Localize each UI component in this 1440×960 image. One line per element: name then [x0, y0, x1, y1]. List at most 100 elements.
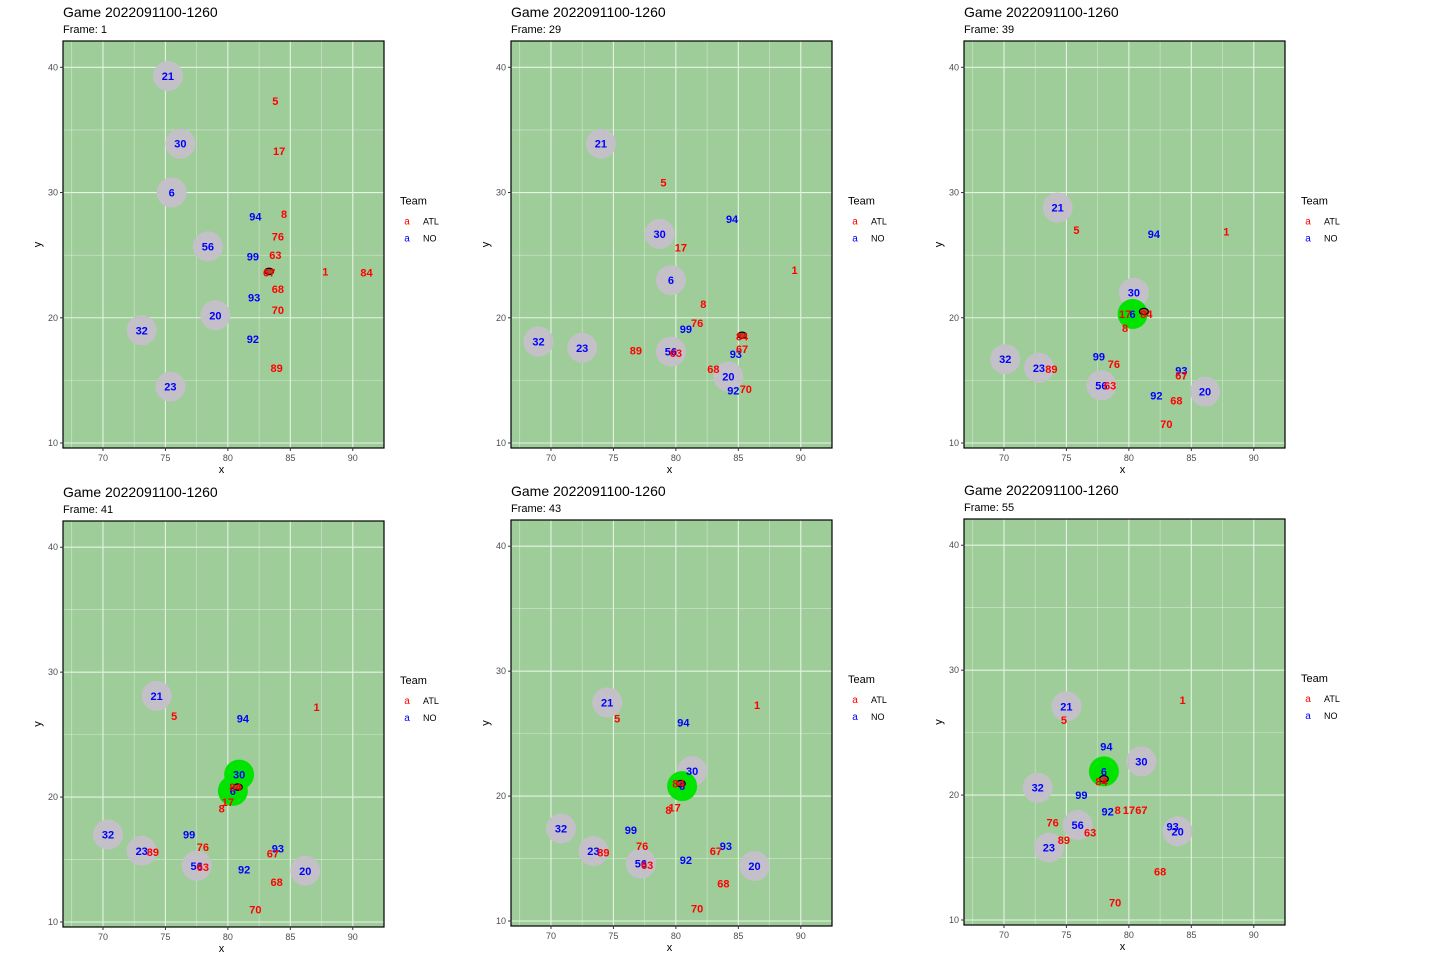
x-tick-label: 75 [160, 932, 170, 942]
player-label: 20 [299, 866, 311, 878]
panel-title: Game 2022091100-1260 [63, 4, 218, 20]
player-label: 76 [197, 842, 209, 854]
player-halo [990, 344, 1021, 375]
legend-key-no: a [1305, 234, 1311, 245]
player-label: 21 [1052, 203, 1064, 215]
field-background [511, 520, 832, 926]
legend-key-no: a [404, 713, 410, 724]
player-label: 99 [1075, 790, 1087, 802]
x-axis-label: x [667, 464, 673, 476]
panel-title: Game 2022091100-1260 [511, 483, 666, 499]
y-tick-label: 20 [949, 313, 959, 323]
player-label: 32 [102, 830, 114, 842]
legend-title: Team [1301, 196, 1328, 208]
player-label: 84 [672, 779, 685, 791]
player-label: 94 [1148, 229, 1161, 241]
x-axis-label: x [667, 942, 673, 954]
player-halo [155, 371, 186, 402]
panel-title: Game 2022091100-1260 [964, 482, 1119, 498]
player-halo [655, 265, 686, 296]
player-label: 99 [680, 324, 692, 336]
player-label: 56 [202, 241, 214, 253]
ball-carrier-highlight [217, 775, 248, 806]
x-tick-label: 80 [223, 932, 233, 942]
football-icon [1138, 307, 1149, 316]
player-halo [1190, 376, 1221, 407]
football-icon [232, 783, 243, 791]
player-label: 21 [601, 697, 613, 709]
player-label: 17 [222, 797, 234, 809]
player-label: 6 [1101, 766, 1107, 778]
player-label: 5 [1061, 715, 1067, 727]
player-halo [192, 231, 223, 262]
x-tick-label: 90 [796, 931, 806, 941]
player-halo [1042, 192, 1073, 223]
legend: Team a ATL a NO [400, 196, 439, 245]
player-label: 68 [272, 284, 284, 296]
player-label: 6 [1130, 309, 1136, 321]
x-tick-label: 70 [98, 453, 108, 463]
x-tick-label: 80 [1124, 930, 1134, 940]
x-tick-label: 90 [1249, 930, 1259, 940]
y-tick-label: 20 [949, 790, 959, 800]
player-label: 99 [625, 825, 637, 837]
y-tick-label: 10 [496, 438, 506, 448]
player-label: 68 [717, 879, 729, 891]
player-halo [644, 218, 675, 249]
player-label: 84 [1095, 776, 1108, 788]
legend-title: Team [1301, 673, 1328, 685]
player-label: 92 [727, 385, 739, 397]
player-halo [1033, 832, 1064, 863]
y-tick-label: 10 [48, 438, 58, 448]
player-halo [181, 850, 212, 881]
player-label: 76 [691, 318, 703, 330]
player-label: 89 [630, 345, 642, 357]
x-tick-label: 90 [796, 453, 806, 463]
player-halo [126, 315, 157, 346]
player-label: 92 [247, 334, 259, 346]
panel-subtitle: Frame: 29 [511, 24, 561, 36]
x-tick-label: 75 [1061, 930, 1071, 940]
player-halo [1162, 816, 1193, 847]
x-tick-label: 80 [1124, 453, 1134, 463]
player-label: 84 [1140, 309, 1153, 321]
legend-title: Team [848, 196, 875, 208]
panel-border [510, 519, 833, 927]
player-label: 1 [791, 265, 797, 277]
player-label: 63 [1084, 828, 1096, 840]
player-label: 17 [668, 802, 680, 814]
x-tick-label: 85 [285, 932, 295, 942]
player-halo [567, 332, 598, 363]
ball-carrier-highlight [1117, 299, 1148, 330]
y-axis-label: y [480, 241, 492, 247]
player-label: 84 [736, 332, 749, 344]
player-halo [585, 128, 616, 159]
field-background [964, 41, 1285, 448]
player-label: 84 [229, 782, 242, 794]
x-tick-label: 85 [733, 453, 743, 463]
panel-title: Game 2022091100-1260 [63, 484, 218, 500]
player-label: 30 [654, 229, 666, 241]
player-label: 5 [171, 711, 177, 723]
player-label: 23 [1033, 363, 1045, 375]
legend-label-no: NO [1324, 711, 1338, 721]
player-label: 30 [174, 139, 186, 151]
player-label: 32 [1032, 783, 1044, 795]
player-label: 30 [1128, 288, 1140, 300]
player-label: 30 [1135, 756, 1147, 768]
x-tick-label: 90 [348, 453, 358, 463]
player-label: 1 [754, 700, 760, 712]
legend-label-atl: ATL [423, 217, 439, 227]
frame-panel-6: Game 2022091100-1260 Frame: 55 21 30 6 32 56 23… [933, 482, 1340, 953]
x-tick-label: 75 [608, 453, 618, 463]
player-halo [655, 336, 686, 367]
player-label: 76 [272, 231, 284, 243]
legend-key-atl: a [852, 695, 858, 706]
player-label: 70 [1109, 898, 1121, 910]
y-tick-label: 40 [949, 540, 959, 550]
legend-label-no: NO [871, 712, 885, 722]
legend: Team a ATL a NO [848, 196, 887, 245]
x-tick-label: 85 [1186, 453, 1196, 463]
